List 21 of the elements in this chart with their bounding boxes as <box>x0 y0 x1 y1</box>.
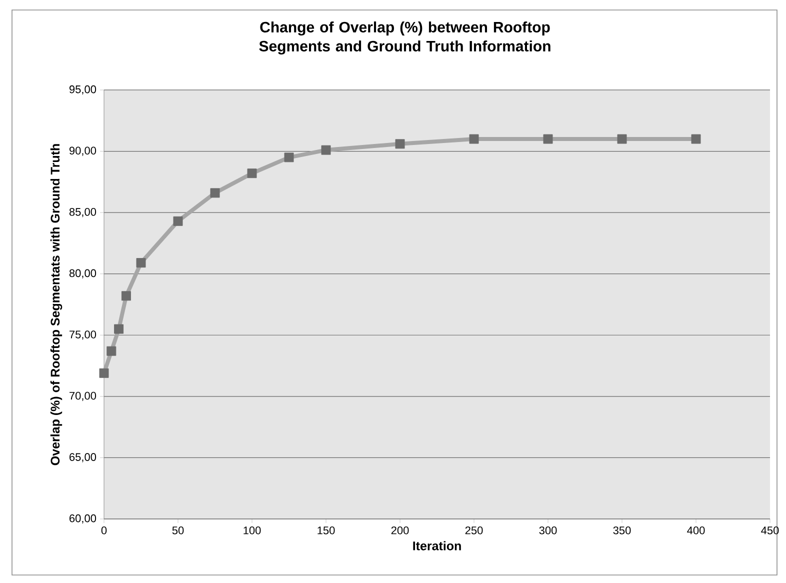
x-axis-title: Iteration <box>413 541 461 550</box>
x-tick-label: 450 <box>761 526 779 534</box>
y-tick-label: 65,00 <box>70 453 96 462</box>
y-axis-title: Overlap (%) of Rooftop Segmentats with Ground Truth <box>50 144 62 466</box>
x-tick-label: 150 <box>318 526 335 534</box>
x-tick-label: 100 <box>244 526 261 534</box>
y-tick-label: 75,00 <box>70 330 96 340</box>
x-tick-label: 250 <box>465 526 483 534</box>
x-tick-label: 400 <box>687 526 705 534</box>
y-tick-label: 85,00 <box>69 208 96 218</box>
x-tick-label: 50 <box>172 526 184 534</box>
x-tick-label: 300 <box>539 526 557 534</box>
x-tick-label: 350 <box>613 526 631 534</box>
x-tick-label: 200 <box>391 526 409 534</box>
chart-title: Change of Overlap (%) between Rooftop Segments and Ground Truth Information <box>259 21 550 55</box>
y-tick-label: 70,00 <box>70 392 96 401</box>
y-tick-label: 95,00 <box>69 85 96 95</box>
y-tick-label: 90,00 <box>69 146 96 156</box>
x-tick-label: 0 <box>101 526 107 534</box>
y-tick-label: 60,00 <box>70 514 96 524</box>
y-tick-label: 80,00 <box>69 269 96 278</box>
